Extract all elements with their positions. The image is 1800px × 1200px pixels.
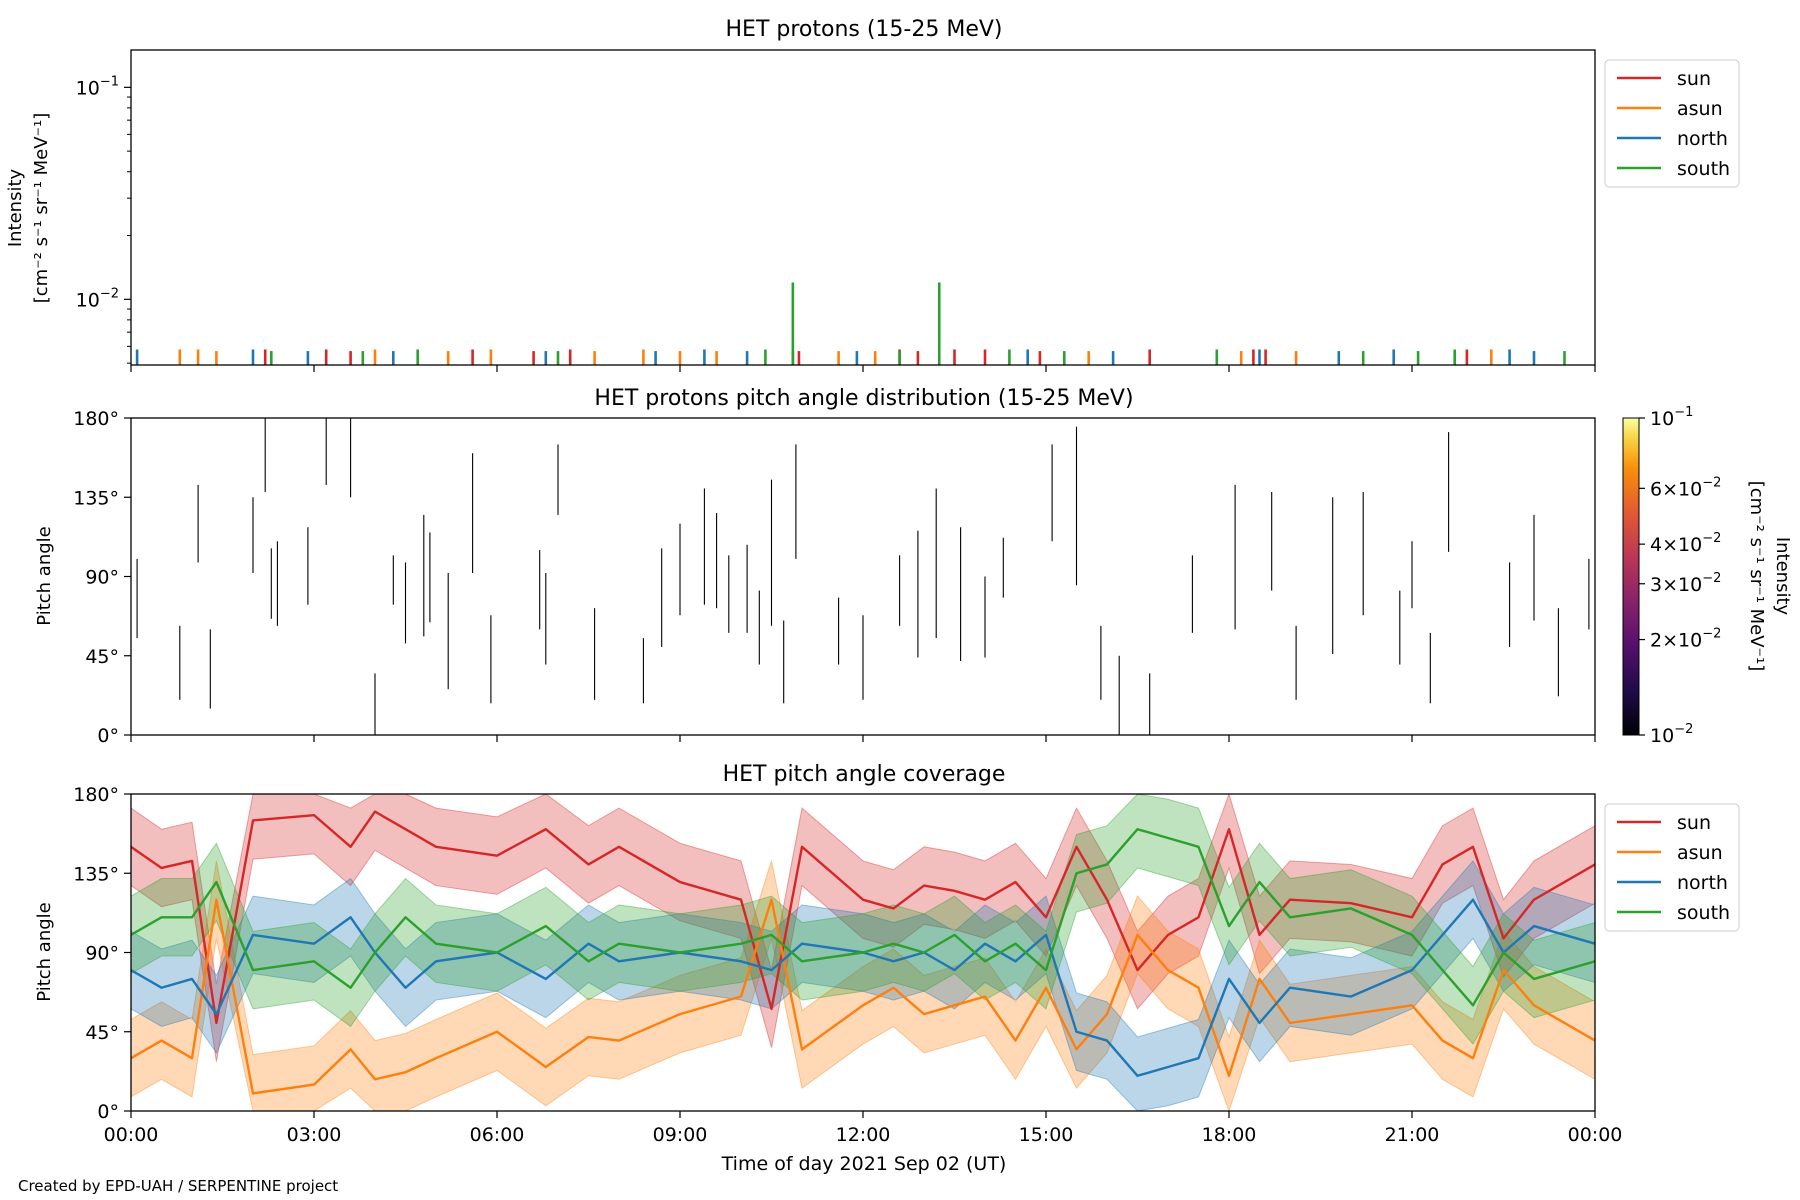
panel1-legend-label-asun: asun [1677,98,1723,120]
panel-pitch-coverage: HET pitch angle coverage 0° 45° 90° 135° 180… [34,762,1740,1175]
panel1-frame [130,49,1596,366]
credit-footer: Created by EPD-UAH / SERPENTINE project [18,1177,338,1195]
panel2-ytick-label-2: 90° [85,567,119,589]
colorbar-ticks: 10−1 6×10−2 4×10−2 3×10−2 2×10−2 10−2 [1639,405,1721,747]
colorbar-tick-label-3: 3×10−2 [1650,571,1721,596]
panel3-legend-label-asun: asun [1677,842,1723,864]
colorbar-label-line2: [cm⁻² s⁻¹ sr⁻¹ MeV⁻¹] [1746,481,1767,672]
panel1-legend: sun asun north south [1604,59,1740,188]
panel2-plot-area [136,418,1590,735]
panel1-legend-box [1604,59,1740,188]
series-asun [178,349,1493,365]
panel3-xtick-label-6: 18:00 [1202,1124,1257,1146]
panel3-ytick-label-1: 45° [85,1022,119,1044]
panel1-ylabel-line2: [cm⁻² s⁻¹ sr⁻¹ MeV⁻¹] [31,113,52,304]
sun-line [130,810,1596,1025]
panel2-ytick-label-4: 180° [73,408,119,430]
series-north [135,349,1536,365]
panel3-ytick-label-4: 180° [73,784,119,806]
north-line [130,898,1596,1077]
panel3-xtick-label-7: 21:00 [1385,1124,1440,1146]
colorbar-tick-label-1: 6×10−2 [1650,475,1721,500]
panel3-xlabel: Time of day 2021 Sep 02 (UT) [721,1153,1007,1175]
panel3-plot-area [130,792,1596,1113]
panel1-x-ticks [130,365,1596,372]
panel1-ylabel-line1: Intensity [5,168,26,247]
panel2-x-ticks [130,735,1596,742]
panel2-ylabel: Pitch angle [34,526,55,625]
panel3-title: HET pitch angle coverage [723,762,1006,787]
panel1-plot-area [135,282,1566,365]
panel1-ytick-label-1: 10−2 [76,286,119,311]
series-sun [263,349,1469,365]
panel1-title: HET protons (15-25 MeV) [726,17,1003,42]
panel3-xtick-label-2: 06:00 [470,1124,525,1146]
panel2-ytick-label-0: 0° [97,725,119,747]
south-line [130,828,1596,1007]
panel1-legend-label-south: south [1677,158,1730,180]
colorbar-tick-label-4: 2×10−2 [1650,627,1721,652]
panel-intensity: HET protons (15-25 MeV) 10−1 10−2 Intensi… [5,17,1740,372]
panel3-xtick-label-3: 09:00 [653,1124,708,1146]
panel3-ytick-label-3: 135° [73,863,119,885]
panel3-xtick-label-5: 15:00 [1019,1124,1074,1146]
colorbar-label-line1: Intensity [1772,537,1793,616]
asun-line [130,898,1596,1095]
panel1-y-ticks: 10−1 10−2 [76,74,131,364]
panel3-ylabel: Pitch angle [34,902,55,1001]
panel3-xtick-label-4: 12:00 [836,1124,891,1146]
panel3-legend-label-sun: sun [1677,812,1711,834]
panel3-xtick-label-8: 00:00 [1568,1124,1623,1146]
panel3-legend-box [1604,803,1740,932]
panel3-legend-label-north: north [1677,872,1728,894]
panel1-legend-label-sun: sun [1677,68,1711,90]
series-south [269,282,1566,365]
panel3-legend: sun asun north south [1604,803,1740,932]
colorbar: 10−1 6×10−2 4×10−2 3×10−2 2×10−2 10−2 Intensi… [1622,405,1793,747]
colorbar-gradient [1622,417,1640,736]
panel3-ytick-label-2: 90° [85,943,119,965]
panel3-x-ticks: 00:00 03:00 06:00 09:00 12:00 15:00 18:00 21:00… [104,1111,1623,1146]
panel3-y-ticks: 0° 45° 90° 135° 180° [73,784,131,1123]
colorbar-tick-label-2: 4×10−2 [1650,531,1721,556]
colorbar-tick-label-5: 10−2 [1650,722,1693,747]
panel3-ytick-label-0: 0° [97,1101,119,1123]
panel2-ytick-label-1: 45° [85,646,119,668]
panel3-xtick-label-0: 00:00 [104,1124,159,1146]
panel1-ytick-label-0: 10−1 [76,74,119,99]
panel2-y-ticks: 0° 45° 90° 135° 180° [73,408,131,747]
panel2-title: HET protons pitch angle distribution (15… [594,386,1133,411]
panel3-xtick-label-1: 03:00 [287,1124,342,1146]
panel2-ytick-label-3: 135° [73,487,119,509]
colorbar-tick-label-0: 10−1 [1650,405,1693,430]
panel3-legend-label-south: south [1677,902,1730,924]
panel-pitch-distribution: HET protons pitch angle distribution (15… [34,386,1793,747]
panel1-legend-label-north: north [1677,128,1728,150]
